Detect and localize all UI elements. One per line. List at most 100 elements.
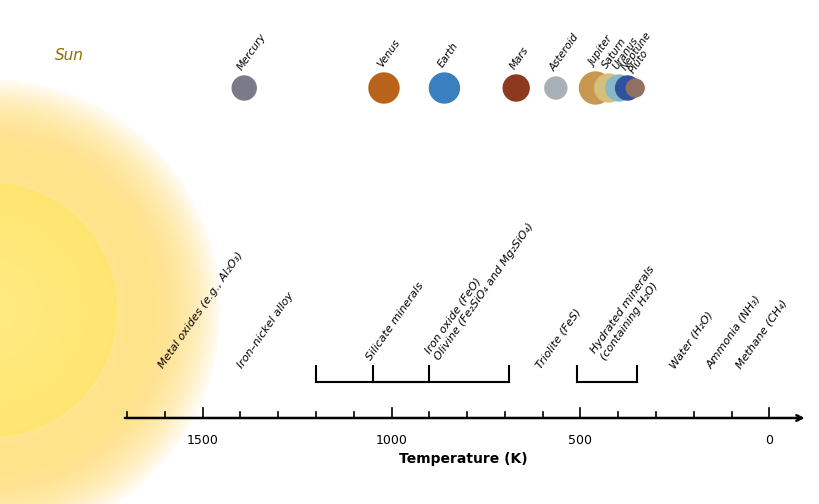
Circle shape: [0, 195, 105, 425]
Circle shape: [0, 281, 19, 339]
Text: Iron oxide (FeO)
Olivine (Fe₂SiO₄ and Mg₂SiO₄): Iron oxide (FeO) Olivine (Fe₂SiO₄ and Mg…: [423, 215, 535, 362]
Circle shape: [0, 189, 111, 431]
Circle shape: [0, 183, 116, 436]
Circle shape: [0, 212, 88, 408]
Text: Uranus: Uranus: [610, 35, 640, 71]
Text: Water (H₂O): Water (H₂O): [667, 309, 714, 370]
Text: Venus: Venus: [375, 37, 401, 69]
Circle shape: [429, 73, 459, 103]
Circle shape: [0, 94, 206, 504]
Circle shape: [369, 73, 399, 103]
Circle shape: [0, 129, 171, 491]
Circle shape: [0, 163, 137, 457]
Circle shape: [0, 120, 179, 500]
Circle shape: [0, 138, 162, 482]
Circle shape: [0, 253, 48, 367]
Circle shape: [0, 100, 200, 504]
Circle shape: [0, 86, 214, 504]
Circle shape: [0, 111, 188, 504]
Circle shape: [0, 135, 165, 485]
Text: Hydrated minerals
(containing H₂O): Hydrated minerals (containing H₂O): [588, 265, 666, 362]
Circle shape: [0, 92, 208, 504]
Text: Metal oxides (e.g., Al₂O₃): Metal oxides (e.g., Al₂O₃): [156, 250, 245, 370]
Circle shape: [0, 261, 38, 359]
Circle shape: [626, 79, 644, 97]
Text: Mars: Mars: [508, 45, 530, 71]
Circle shape: [0, 175, 125, 445]
Circle shape: [0, 293, 7, 327]
Circle shape: [0, 183, 116, 436]
Text: Ammonia (NH₃): Ammonia (NH₃): [704, 293, 762, 370]
Text: Pluto: Pluto: [627, 48, 649, 75]
Circle shape: [0, 207, 93, 413]
Circle shape: [0, 155, 145, 465]
Circle shape: [0, 256, 44, 364]
Circle shape: [0, 186, 114, 433]
Text: 1500: 1500: [187, 434, 219, 447]
Text: Methane (CH₄): Methane (CH₄): [734, 297, 789, 370]
Circle shape: [0, 258, 42, 362]
Circle shape: [0, 235, 65, 385]
Text: Iron–nickel alloy: Iron–nickel alloy: [236, 290, 296, 370]
Text: Earth: Earth: [436, 40, 459, 69]
Circle shape: [232, 76, 256, 100]
Circle shape: [0, 298, 2, 322]
Circle shape: [0, 169, 131, 451]
Circle shape: [0, 204, 97, 416]
Circle shape: [0, 247, 53, 373]
Text: 500: 500: [568, 434, 591, 447]
Circle shape: [0, 178, 122, 442]
Text: Saturn: Saturn: [600, 36, 628, 70]
Circle shape: [0, 198, 102, 422]
Circle shape: [0, 103, 197, 504]
Circle shape: [0, 249, 50, 370]
Text: Sun: Sun: [55, 47, 84, 62]
Circle shape: [0, 232, 67, 388]
Circle shape: [0, 97, 202, 504]
Text: Jupiter: Jupiter: [586, 34, 614, 68]
Circle shape: [0, 296, 4, 325]
Circle shape: [594, 74, 622, 102]
Circle shape: [0, 238, 61, 382]
Circle shape: [0, 126, 174, 494]
Circle shape: [0, 229, 70, 391]
Circle shape: [0, 267, 33, 353]
Circle shape: [0, 276, 25, 345]
Circle shape: [0, 123, 177, 497]
Circle shape: [0, 143, 156, 477]
Circle shape: [0, 278, 21, 342]
Circle shape: [0, 166, 133, 454]
Text: Temperature (K): Temperature (K): [399, 452, 527, 466]
Circle shape: [0, 106, 194, 504]
Circle shape: [0, 284, 16, 336]
Text: Mercury: Mercury: [236, 32, 268, 72]
Circle shape: [0, 215, 85, 405]
Circle shape: [0, 80, 219, 504]
Circle shape: [0, 201, 99, 419]
Circle shape: [0, 83, 217, 504]
Circle shape: [0, 241, 59, 379]
Circle shape: [0, 180, 120, 439]
Text: Asteroid: Asteroid: [547, 32, 580, 73]
Circle shape: [544, 77, 566, 99]
Text: 0: 0: [764, 434, 772, 447]
Circle shape: [605, 75, 631, 101]
Circle shape: [0, 89, 211, 504]
Circle shape: [0, 192, 108, 428]
Circle shape: [0, 264, 36, 356]
Circle shape: [0, 244, 56, 376]
Circle shape: [0, 227, 73, 394]
Text: Silicate minerals: Silicate minerals: [364, 281, 425, 362]
Text: Neptune: Neptune: [618, 30, 653, 72]
Circle shape: [0, 109, 191, 504]
Circle shape: [0, 117, 183, 502]
Circle shape: [0, 141, 160, 480]
Circle shape: [0, 209, 91, 411]
Circle shape: [0, 224, 76, 396]
Circle shape: [503, 75, 528, 101]
Circle shape: [0, 270, 30, 350]
Circle shape: [0, 132, 168, 488]
Circle shape: [0, 152, 148, 468]
Text: Triolite (FeS): Triolite (FeS): [534, 306, 582, 370]
Circle shape: [0, 290, 10, 330]
